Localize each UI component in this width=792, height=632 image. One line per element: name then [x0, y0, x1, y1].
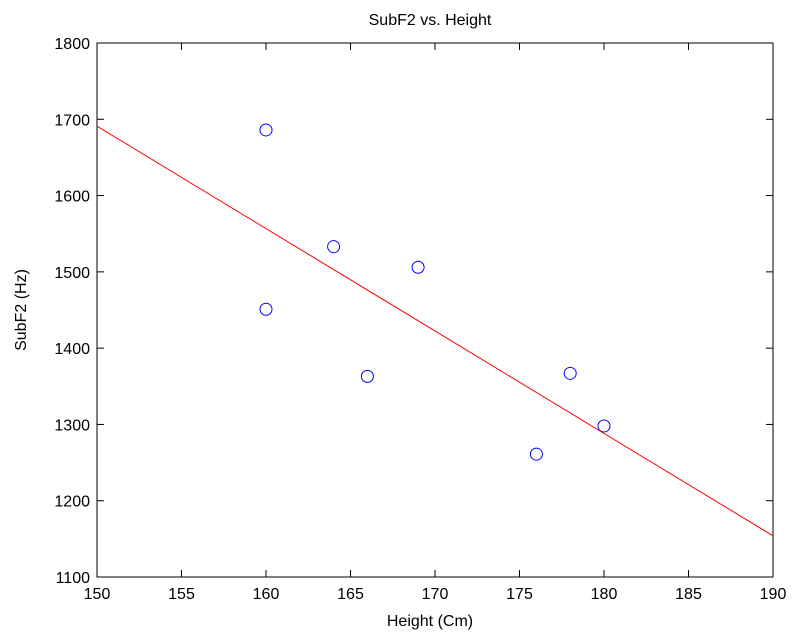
- x-tick-label: 160: [253, 586, 280, 603]
- x-tick-label: 150: [84, 586, 111, 603]
- y-tick-label: 1300: [54, 417, 90, 434]
- y-axis-ticks: 1100 1200 1300 1400 1500 1600 1700 1800: [54, 36, 773, 587]
- y-tick-label: 1100: [56, 570, 91, 587]
- y-tick-label: 1700: [54, 112, 90, 129]
- data-point: [529, 447, 543, 461]
- x-tick-label: 190: [760, 586, 787, 603]
- plot-area: [96, 42, 774, 578]
- regression-line: [96, 125, 774, 537]
- x-axis-ticks: 150 155 160 165 170 175 180 185 190: [84, 43, 787, 603]
- y-tick-label: 1500: [54, 265, 90, 282]
- plot-frame: [96, 42, 774, 578]
- y-axis-label: SubF2 (Hz): [13, 269, 30, 351]
- data-point: [360, 369, 374, 383]
- x-tick-label: 165: [337, 586, 364, 603]
- data-point: [563, 366, 577, 380]
- data-point: [411, 260, 425, 274]
- series-layer: [96, 123, 774, 537]
- x-tick-label: 175: [506, 586, 533, 603]
- chart-title: SubF2 vs. Height: [369, 12, 492, 29]
- x-tick-label: 155: [168, 586, 195, 603]
- y-tick-label: 1400: [54, 341, 90, 358]
- y-tick-label: 1600: [54, 189, 90, 206]
- data-point: [259, 123, 273, 137]
- x-tick-label: 185: [675, 586, 702, 603]
- x-axis-label: Height (Cm): [387, 613, 473, 630]
- data-point: [597, 419, 611, 433]
- data-point: [259, 302, 273, 316]
- data-point: [327, 240, 341, 254]
- x-tick-label: 170: [422, 586, 449, 603]
- y-tick-label: 1200: [54, 494, 90, 511]
- x-tick-label: 180: [591, 586, 618, 603]
- y-tick-label: 1800: [54, 36, 90, 53]
